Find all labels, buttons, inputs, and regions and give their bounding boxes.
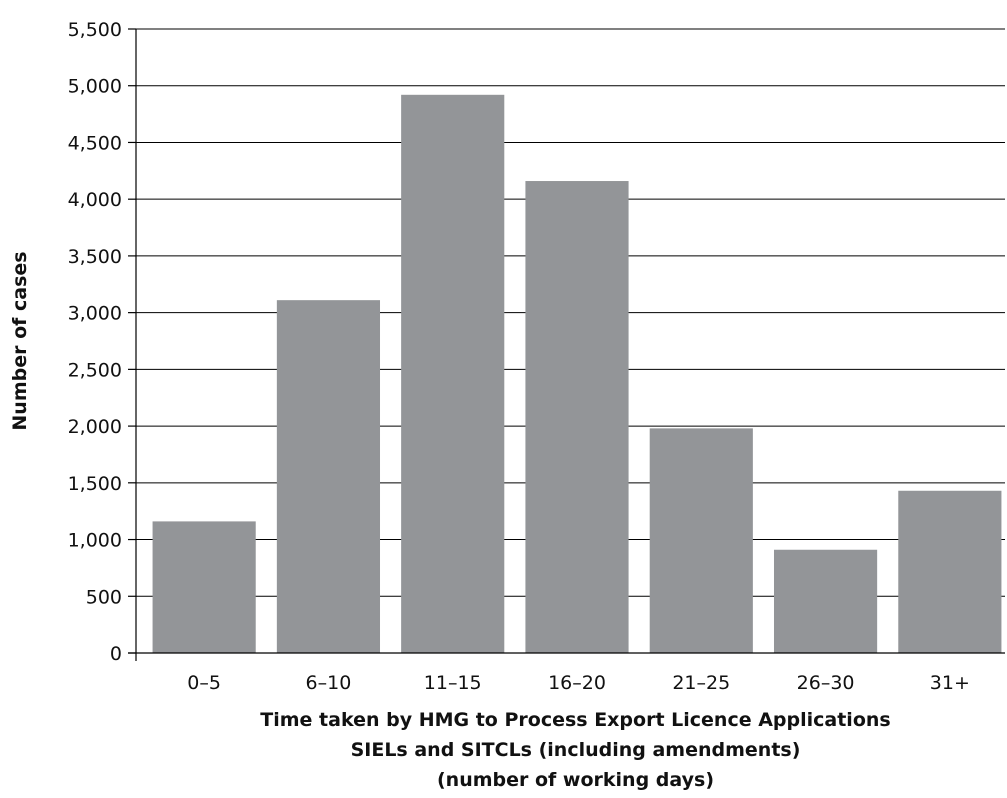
y-tick-label: 4,500 [68,132,122,154]
x-tick-label: 26–30 [797,672,855,694]
bar-0–5 [152,521,256,653]
x-tick-label: 11–15 [424,672,482,694]
y-tick-label: 2,000 [68,416,122,438]
x-axis-title-line-2: SIELs and SITCLs (including amendments) [351,739,801,761]
y-tick-label: 2,500 [68,359,122,381]
x-tick-label: 21–25 [672,672,730,694]
axes [128,28,1005,661]
x-tick-label: 16–20 [548,672,606,694]
bar-31+ [898,490,1002,653]
bar-6–10 [276,300,381,653]
bar-11–15 [401,94,505,653]
y-tick-label: 3,000 [68,303,122,325]
bars [152,94,1002,653]
x-tick-labels: 0–5 6–10 11–15 16–20 21–25 26–30 31+ [187,672,970,694]
bar-26–30 [773,549,878,653]
y-axis-title: Number of cases [9,251,31,430]
y-tick-label: 5,000 [68,76,122,98]
x-axis-title-line-3: (number of working days) [437,769,714,791]
y-tick-label: 1,500 [68,473,122,495]
bar-21–25 [649,428,753,653]
bar-16–20 [525,181,629,653]
x-tick-label: 0–5 [187,672,221,694]
y-tick-labels: 0 500 1,000 1,500 2,000 2,500 3,000 3,500 4,000 4… [68,19,122,665]
y-tick-label: 0 [110,643,122,665]
y-tick-label: 1,000 [68,530,122,552]
x-tick-label: 31+ [930,672,970,694]
x-tick-label: 6–10 [306,672,352,694]
x-axis-title-line-1: Time taken by HMG to Process Export Lice… [260,709,890,731]
y-tick-label: 4,000 [68,189,122,211]
y-tick-label: 3,500 [68,246,122,268]
y-tick-label: 500 [86,586,122,608]
y-tick-label: 5,500 [68,19,122,41]
